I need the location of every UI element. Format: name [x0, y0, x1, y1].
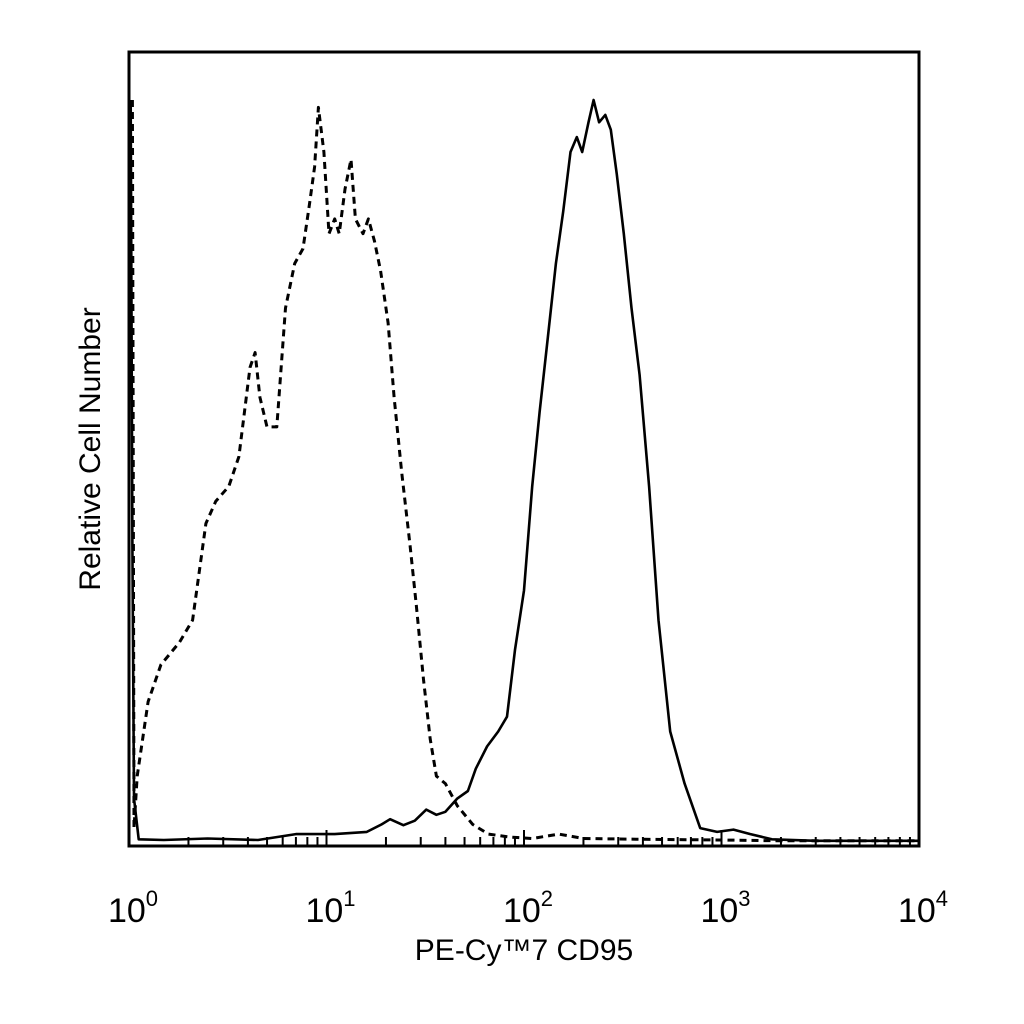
x-tick-label: 103	[700, 886, 750, 930]
x-tick-label: 101	[305, 886, 355, 930]
y-axis-label: Relative Cell Number	[74, 307, 107, 590]
x-tick-label: 100	[108, 886, 158, 930]
x-axis-label: PE-Cy™7 CD95	[415, 934, 633, 967]
x-tick-label: 102	[503, 886, 553, 930]
x-tick-label: 104	[898, 886, 948, 930]
plot-frame	[127, 50, 921, 848]
dashed-histogram-line	[130, 99, 919, 843]
solid-histogram-line	[129, 98, 919, 843]
histogram-series	[129, 98, 919, 843]
x-axis-ticks	[128, 830, 911, 846]
x-axis-tick-labels: 100 101 102 103 104	[108, 886, 948, 930]
